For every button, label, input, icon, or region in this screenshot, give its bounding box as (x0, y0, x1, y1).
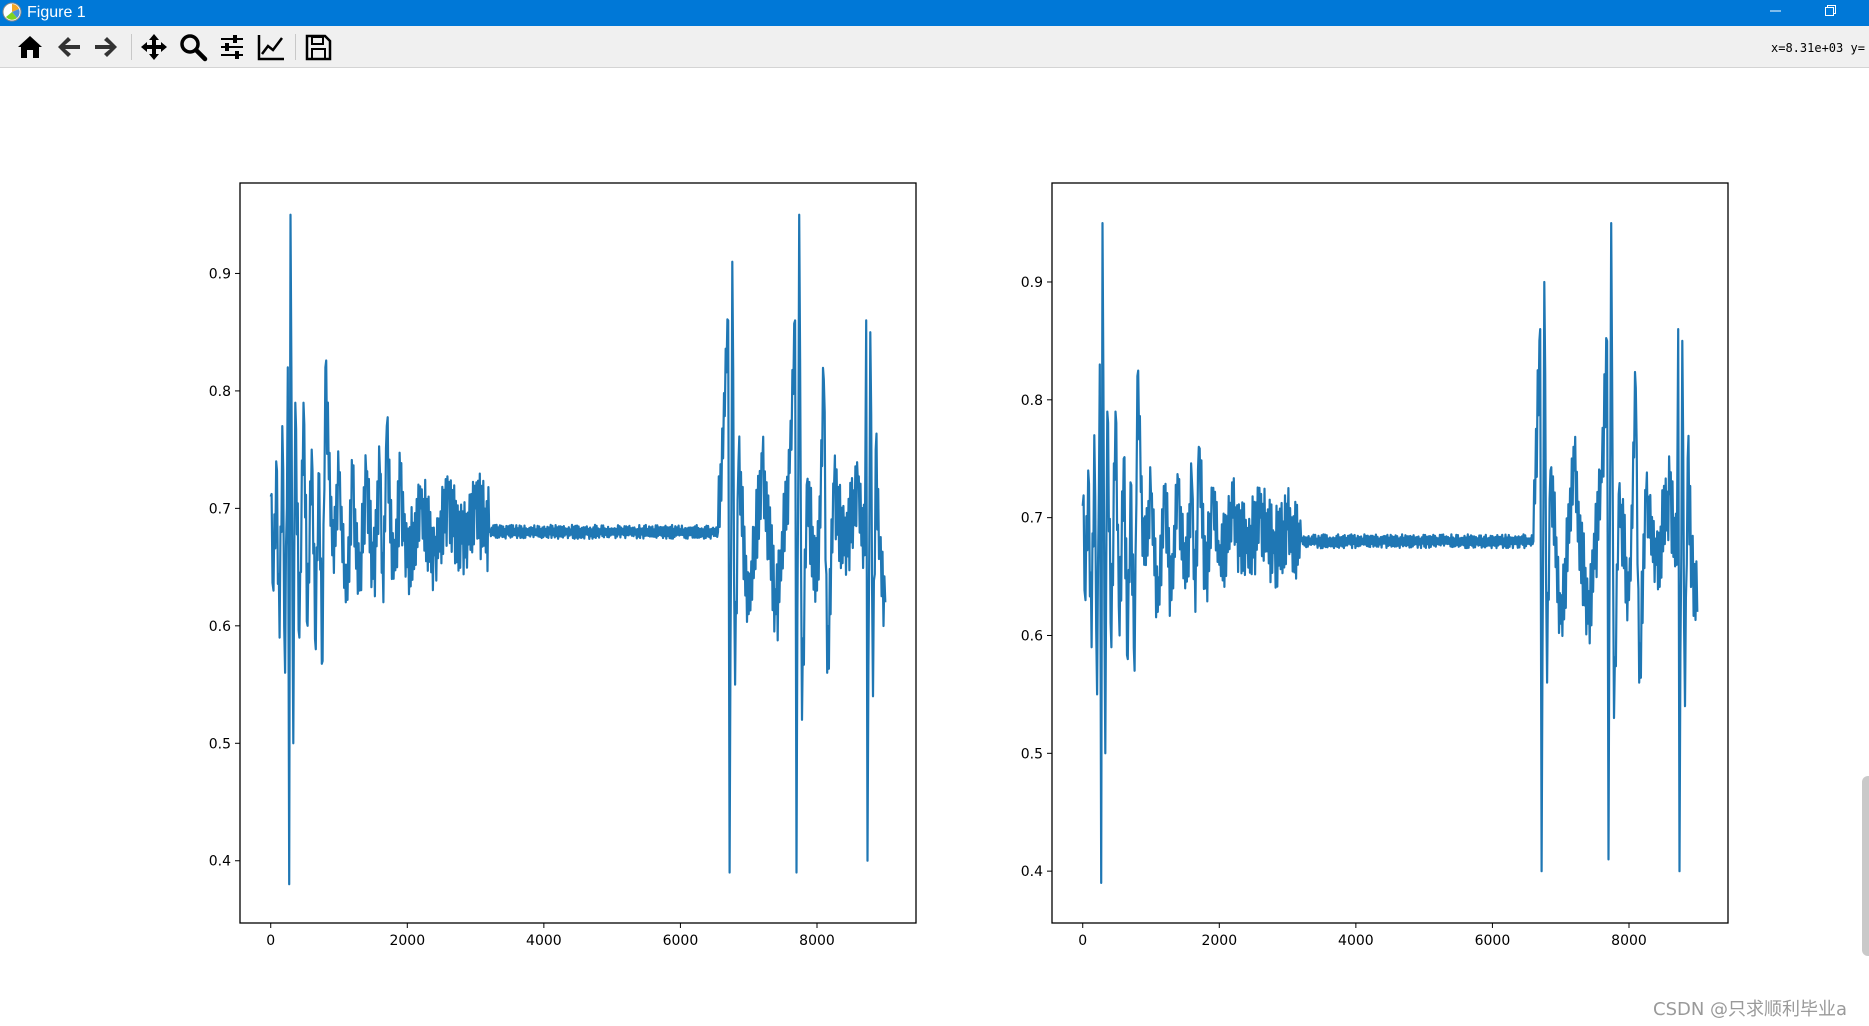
y-tick-label: 0.9 (1021, 275, 1043, 291)
magnifier-icon (180, 34, 208, 62)
x-tick-label: 0 (266, 933, 275, 949)
navigation-toolbar: x=8.31e+03 y= (0, 26, 1869, 68)
window-titlebar: Figure 1 (0, 0, 1869, 26)
customize-button[interactable] (254, 30, 288, 64)
sliders-icon (221, 35, 243, 59)
window-title: Figure 1 (27, 4, 86, 21)
y-tick-label: 0.5 (1021, 746, 1043, 762)
save-button[interactable] (301, 30, 335, 64)
chart-edit-icon (257, 35, 284, 61)
arrow-left-icon (58, 37, 80, 57)
arrow-right-icon (95, 37, 117, 57)
home-button[interactable] (13, 30, 47, 64)
floppy-disk-icon (305, 34, 332, 61)
y-tick-label: 0.9 (209, 266, 231, 282)
figure-canvas[interactable]: 0 2000 4000 6000 8000 0.4 0.5 0.6 0.7 0.8 0.9 0 200… (0, 68, 1869, 1026)
minimize-icon (1770, 10, 1781, 12)
csdn-watermark: CSDN @只求顺利毕业a (1653, 999, 1848, 1020)
x-tick-label: 2000 (1201, 933, 1237, 949)
x-tick-label: 6000 (1475, 933, 1511, 949)
x-tick-label: 8000 (799, 933, 835, 949)
subplots-button[interactable] (215, 30, 249, 64)
x-tick-label: 4000 (526, 933, 562, 949)
right-subplot[interactable]: 0 2000 4000 6000 8000 0.4 0.5 0.6 0.7 0.8 0.9 (1021, 182, 1729, 949)
x-tick-label: 0 (1078, 933, 1087, 949)
back-button[interactable] (52, 30, 86, 64)
y-tick-label: 0.6 (209, 619, 231, 635)
matplotlib-logo-icon (2, 2, 22, 22)
x-tick-label: 4000 (1338, 933, 1374, 949)
toolbar-separator (131, 34, 132, 60)
scrollbar-edge[interactable] (1862, 776, 1869, 956)
y-tick-label: 0.7 (209, 501, 231, 517)
x-tick-label: 2000 (389, 933, 425, 949)
pan-button[interactable] (137, 30, 171, 64)
forward-button[interactable] (89, 30, 123, 64)
restore-icon (1825, 5, 1836, 16)
coordinate-readout: x=8.31e+03 y= (1771, 41, 1865, 55)
x-tick-label: 6000 (663, 933, 699, 949)
minimize-button[interactable] (1752, 0, 1798, 26)
y-tick-label: 0.5 (209, 736, 231, 752)
x-tick-label: 8000 (1611, 933, 1647, 949)
y-tick-label: 0.8 (209, 384, 231, 400)
y-tick-label: 0.4 (1021, 864, 1043, 880)
restore-button[interactable] (1807, 0, 1853, 26)
y-tick-label: 0.7 (1021, 511, 1043, 527)
y-tick-label: 0.6 (1021, 628, 1043, 644)
y-tick-label: 0.8 (1021, 393, 1043, 409)
series-line (269, 213, 887, 886)
left-subplot[interactable]: 0 2000 4000 6000 8000 0.4 0.5 0.6 0.7 0.8 0.9 (209, 182, 917, 949)
zoom-button[interactable] (176, 30, 210, 64)
series-line (1081, 222, 1699, 884)
toolbar-separator (295, 34, 296, 60)
axes-frame (1051, 182, 1729, 924)
axes-frame (239, 182, 917, 924)
home-icon (18, 36, 42, 58)
y-tick-label: 0.4 (209, 854, 231, 870)
move-arrows-icon (141, 34, 167, 60)
